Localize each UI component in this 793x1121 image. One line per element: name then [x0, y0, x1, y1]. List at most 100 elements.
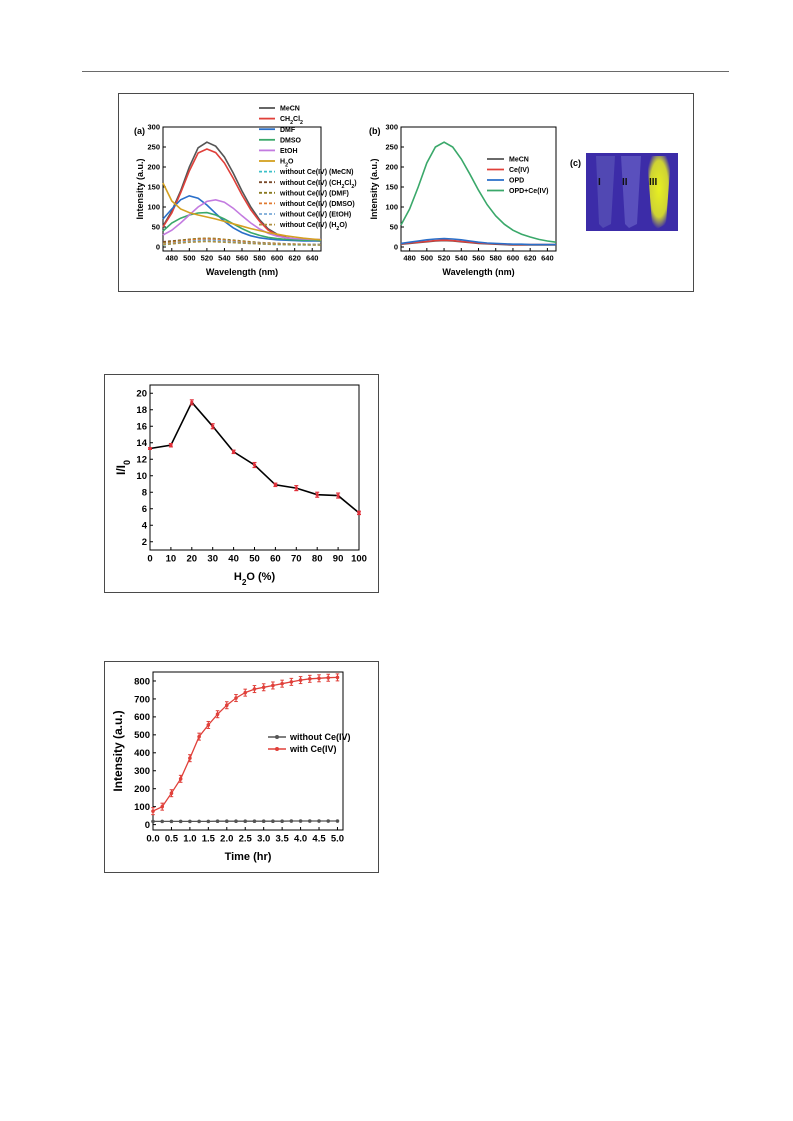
x-tick-label: 560 — [472, 254, 485, 263]
data-point — [261, 819, 266, 824]
label-text-part: DMF — [280, 127, 296, 134]
time-course-chart-svg: 0.0 0.5 1.0 1.5 2.0 2.5 3.0 3.5 4.0 4.5 5.0 0 100 200… — [111, 671, 351, 863]
x-tick-label: 500 — [183, 254, 196, 263]
y-tick-label: 50 — [152, 223, 160, 232]
label-text-part: H — [234, 571, 242, 583]
y-axis-label-a: Intensity (a.u.) — [135, 158, 145, 219]
subscript-text: 2 — [290, 120, 293, 126]
y-tick-label: 200 — [385, 163, 398, 172]
page-header-rule — [82, 71, 729, 72]
x-axis-label-b: Wavelength (nm) — [442, 267, 514, 277]
y-tick-label: 4 — [142, 521, 148, 532]
y-tick-label: 250 — [147, 143, 160, 152]
x-tick-label: 2.5 — [239, 834, 253, 845]
x-tick-label: 90 — [333, 554, 344, 565]
data-point — [148, 446, 152, 451]
y-axis-label-b: Intensity (a.u.) — [369, 158, 379, 219]
label-text-part: without Ce(IV) (EtOH) — [279, 212, 351, 219]
data-point — [160, 819, 165, 824]
subscript-text: 2 — [285, 163, 288, 169]
legend-label-b: OPD — [509, 178, 524, 185]
panel-label-b: (b) — [369, 126, 381, 136]
vial-label-iii: III — [649, 177, 658, 188]
data-point — [160, 804, 165, 809]
subscript-text: 2 — [300, 120, 303, 126]
legend-label-a: without Ce(IV) (MeCN) — [279, 169, 354, 176]
legend-label-a: DMF — [280, 127, 296, 134]
x-tick-label: 50 — [249, 554, 260, 565]
legend-label-a: MeCN — [280, 106, 300, 113]
label-text-part: without Ce(IV) (DMSO) — [279, 201, 355, 208]
spectra-figure-svg: 480 500 520 540 560 580 600 620 6400501001502002… — [134, 106, 678, 277]
label-text-part: EtOH — [280, 148, 298, 155]
x-tick-label: 60 — [270, 554, 281, 565]
legend-marker — [275, 735, 279, 739]
data-point — [289, 680, 294, 684]
data-point — [336, 493, 340, 498]
y-tick-label: 250 — [385, 143, 398, 152]
data-point — [215, 819, 220, 824]
data-point — [232, 450, 236, 454]
data-point — [151, 819, 155, 824]
x-tick-label: 10 — [166, 554, 177, 565]
y-tick-label: 2 — [142, 537, 147, 548]
label-text-part: O) — [339, 222, 347, 229]
figure-time-course-panel: 0.0 0.5 1.0 1.5 2.0 2.5 3.0 3.5 4.0 4.5 5.0 0 100 200… — [104, 661, 379, 873]
data-point — [252, 463, 257, 467]
legend-label-a: DMSO — [280, 137, 302, 144]
data-point — [178, 777, 183, 781]
data-point — [151, 809, 155, 813]
data-point — [234, 696, 238, 700]
data-point — [234, 819, 238, 824]
label-text-part: I/I — [114, 465, 128, 475]
y-tick-label: 16 — [136, 422, 147, 433]
x-tick-label: 500 — [421, 254, 434, 263]
data-point — [326, 819, 331, 823]
data-point — [335, 819, 340, 823]
x-tick-label: 620 — [288, 254, 301, 263]
y-axis-label: Intensity (a.u.) — [111, 710, 125, 791]
y-tick-label: 700 — [134, 694, 150, 705]
y-tick-label: 14 — [136, 438, 147, 449]
data-point — [280, 819, 284, 824]
x-tick-label: 480 — [403, 254, 416, 263]
y-tick-label: 300 — [385, 123, 398, 132]
water-ratio-chart-svg: 0 10 20 30 40 50 60 70 80 90 1002468101214161820H2… — [114, 384, 367, 587]
label-text-part: DMSO — [280, 137, 302, 144]
data-point — [307, 677, 312, 681]
x-tick-label: 600 — [507, 254, 520, 263]
x-tick-label: 480 — [166, 254, 179, 263]
y-tick-label: 300 — [147, 123, 160, 132]
x-axis-label: H2O (%) — [234, 571, 276, 587]
label-text-part: Cl — [344, 180, 351, 187]
data-point — [315, 493, 319, 497]
x-tick-label: 2.0 — [220, 834, 233, 845]
data-point — [298, 819, 303, 823]
data-point — [317, 676, 321, 681]
legend-label-b: OPD+Ce(IV) — [509, 188, 548, 195]
x-tick-label: 5.0 — [331, 834, 344, 845]
spectrum-line-opd — [400, 237, 556, 246]
x-tick-label: 40 — [228, 554, 239, 565]
data-point — [188, 756, 192, 760]
subscript-text: 2 — [242, 578, 247, 587]
y-tick-label: 150 — [385, 183, 398, 192]
x-axis-label: Time (hr) — [225, 851, 272, 863]
legend-label: with Ce(IV) — [289, 744, 337, 754]
label-text-part: without Ce(IV) (DMF) — [279, 190, 349, 197]
label-text-part: MeCN — [280, 106, 300, 113]
legend-marker — [275, 747, 279, 751]
y-tick-label: 100 — [147, 203, 160, 212]
data-point — [211, 424, 215, 428]
label-text-part: O — [288, 159, 294, 166]
data-point — [224, 819, 229, 824]
y-tick-label: 0 — [145, 820, 150, 831]
data-point — [289, 819, 294, 823]
vial-ii — [621, 156, 641, 228]
y-tick-label: 200 — [134, 784, 150, 795]
data-point — [206, 819, 211, 824]
legend-label-b: Ce(IV) — [509, 167, 529, 174]
spectrum-line-opd-ce-iv- — [400, 141, 557, 243]
data-point — [215, 712, 220, 716]
data-point — [335, 675, 340, 680]
